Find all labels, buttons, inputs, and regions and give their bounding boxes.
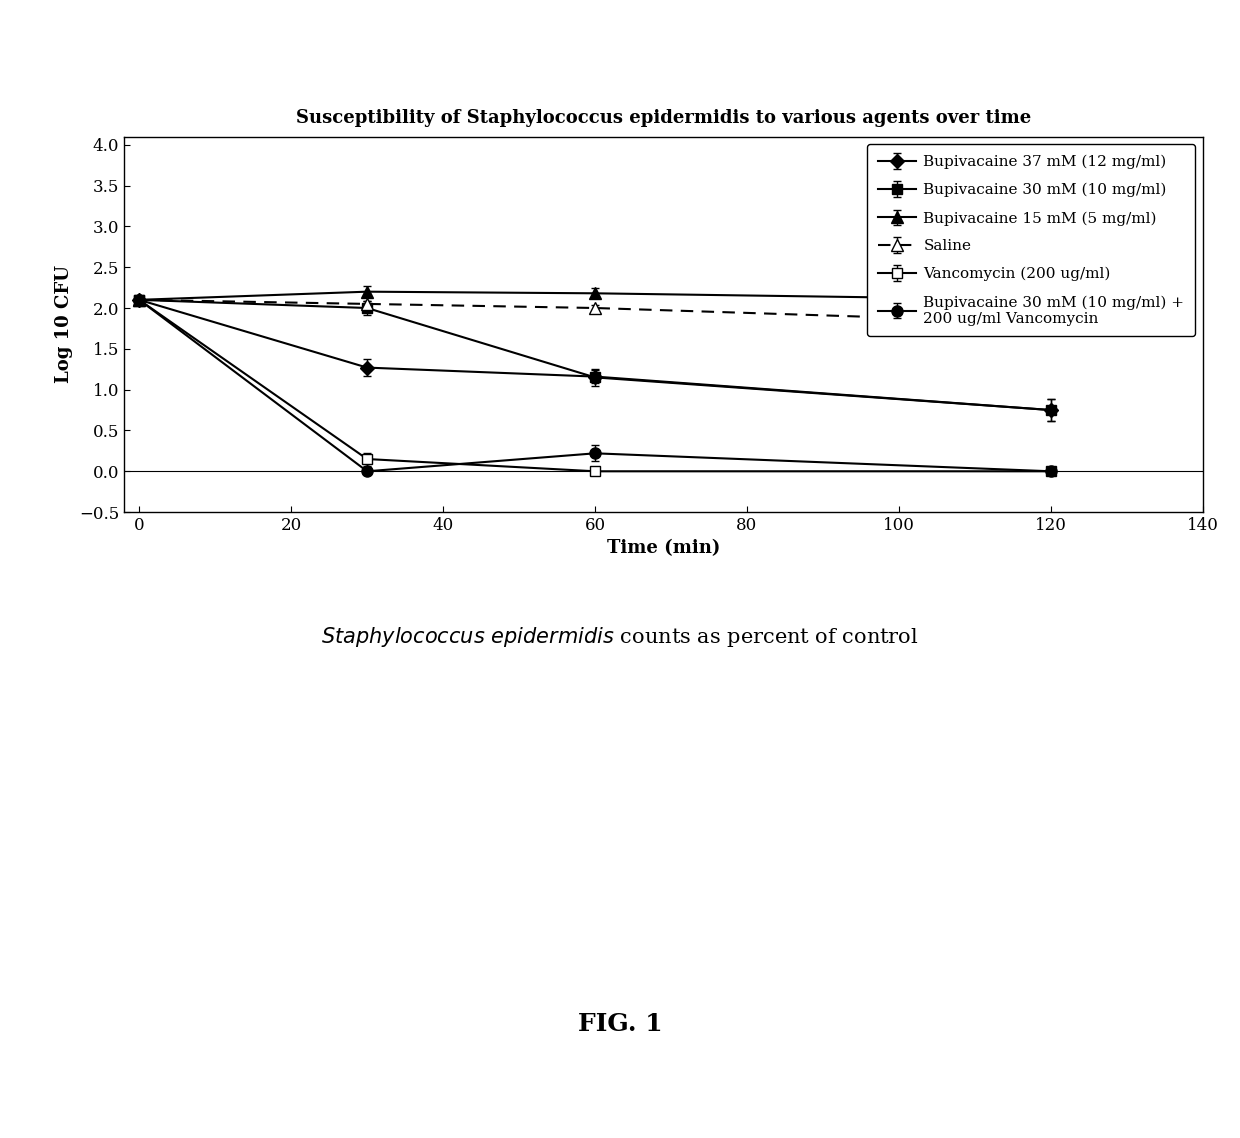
Text: FIG. 1: FIG. 1: [578, 1012, 662, 1037]
Y-axis label: Log 10 CFU: Log 10 CFU: [56, 265, 73, 384]
Text: $\mathit{Staphylococcus\ epidermidis}$ counts as percent of control: $\mathit{Staphylococcus\ epidermidis}$ c…: [321, 625, 919, 650]
X-axis label: Time (min): Time (min): [606, 539, 720, 558]
Legend: Bupivacaine 37 mM (12 mg/ml), Bupivacaine 30 mM (10 mg/ml), Bupivacaine 15 mM (5: Bupivacaine 37 mM (12 mg/ml), Bupivacain…: [867, 145, 1195, 337]
Title: Susceptibility of Staphylococcus epidermidis to various agents over time: Susceptibility of Staphylococcus epiderm…: [296, 108, 1030, 126]
